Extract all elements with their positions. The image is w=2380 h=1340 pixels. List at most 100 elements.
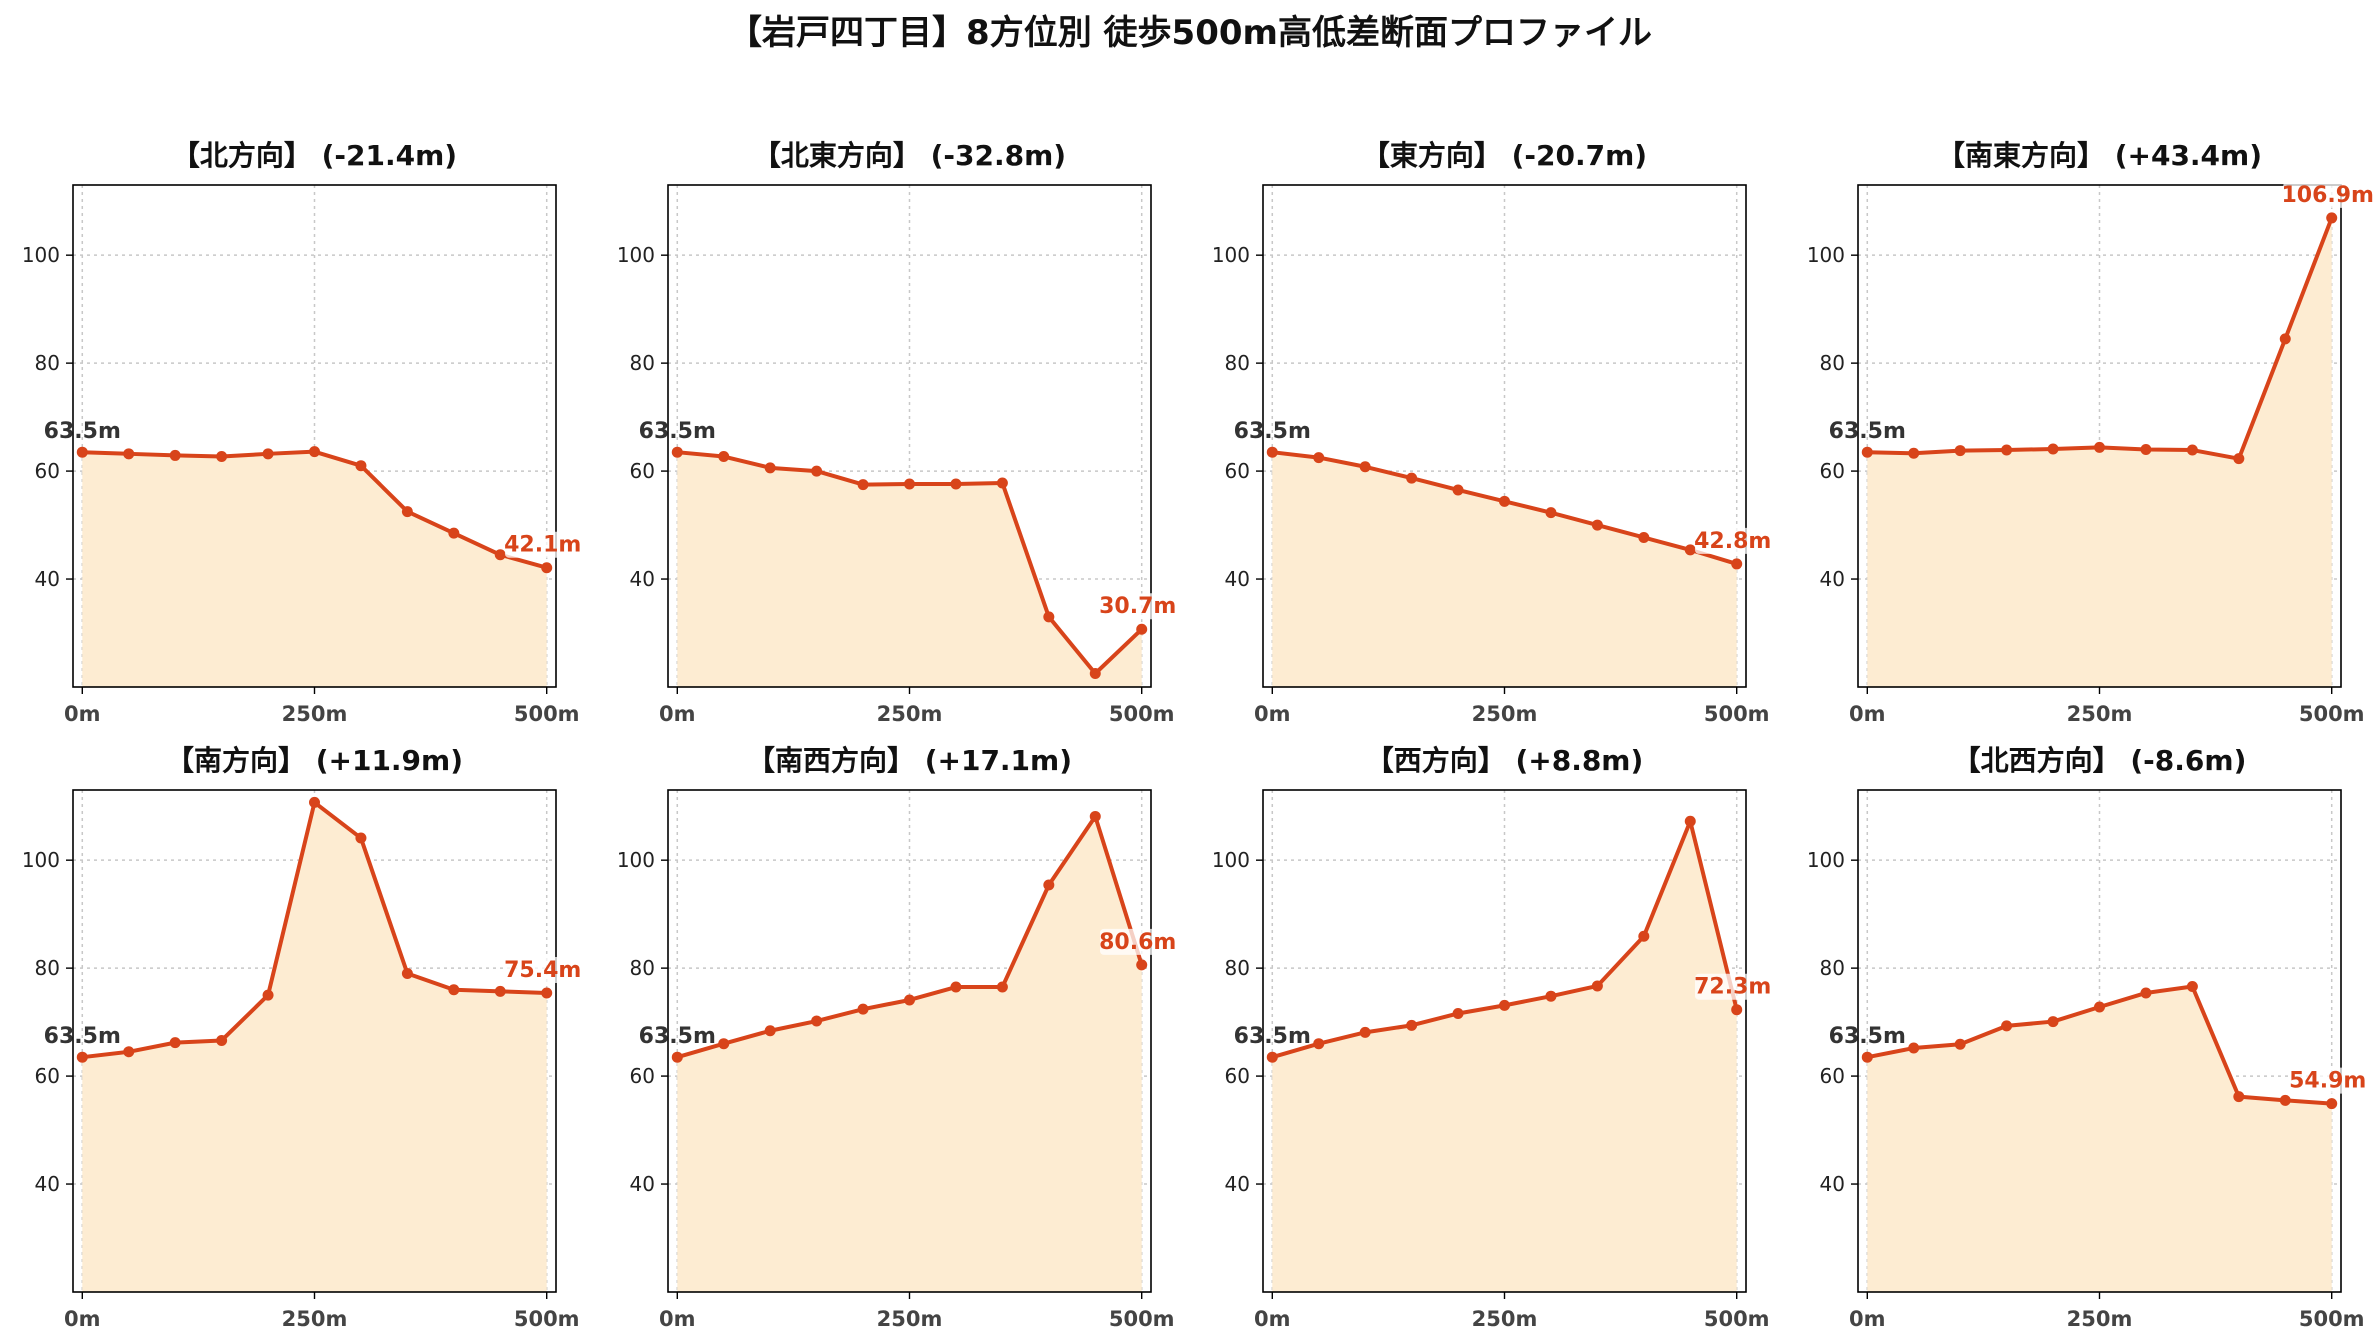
- panel-1-point-8: [448, 527, 460, 539]
- panel-6-ytick-label-1: 60: [630, 1064, 655, 1088]
- panel-6-start-label: 63.5m: [639, 1024, 716, 1049]
- panel-3-point-0: [1266, 446, 1278, 458]
- panel-4-point-7: [2186, 444, 2198, 456]
- panel-6-point-4: [857, 1003, 869, 1015]
- panel-4-xtick-label-1: 250m: [2067, 702, 2133, 726]
- panel-1: 【北方向】 (-21.4m) 40 60 80 100 0m 250m 500m 63.5m 42…: [22, 139, 582, 726]
- panel-2-point-0: [671, 446, 683, 458]
- panel-8-point-8: [2233, 1091, 2245, 1103]
- panel-3-xtick-label-0: 0m: [1254, 702, 1291, 726]
- panel-7-ytick-label-3: 100: [1212, 848, 1250, 872]
- panel-3-title: 【東方向】 (-20.7m): [1362, 139, 1647, 172]
- panel-7-point-3: [1406, 1019, 1418, 1031]
- panel-2-point-7: [996, 477, 1008, 489]
- panel-1-point-5: [309, 446, 320, 458]
- panel-5-point-2: [169, 1037, 181, 1049]
- panel-1-title: 【北方向】 (-21.4m): [172, 139, 457, 172]
- panel-7-ytick-label-2: 80: [1225, 956, 1250, 980]
- panel-4-point-6: [2140, 443, 2152, 455]
- panel-4-end-label-bg: [2283, 181, 2373, 208]
- panel-2-point-1: [718, 451, 730, 463]
- panel-7-end-label: 72.3m: [1694, 975, 1771, 1000]
- panel-7-point-5: [1499, 999, 1510, 1011]
- panel-7-point-8: [1638, 930, 1650, 942]
- panel-5-point-0: [76, 1051, 88, 1063]
- panel-5-xtick-label-2: 500m: [514, 1307, 580, 1331]
- panel-4-xtick-label-0: 0m: [1849, 702, 1886, 726]
- panel-3-point-8: [1638, 531, 1650, 543]
- panel-7-point-2: [1359, 1026, 1371, 1038]
- panel-5-point-6: [355, 832, 367, 844]
- panel-4-point-3: [2001, 444, 2013, 456]
- panel-4-title: 【南東方向】 (+43.4m): [1937, 139, 2262, 172]
- panel-6-point-1: [718, 1038, 730, 1050]
- panel-3-end-label-bg: [1694, 527, 1771, 554]
- panel-5-point-1: [123, 1046, 135, 1058]
- panel-6-point-5: [904, 994, 915, 1006]
- panel-8-point-10: [2326, 1098, 2338, 1110]
- panel-7-ytick-label-1: 60: [1225, 1064, 1250, 1088]
- panel-4-ytick-label-3: 100: [1807, 243, 1845, 267]
- panel-2-title: 【北東方向】 (-32.8m): [753, 139, 1066, 172]
- panel-7-xtick-label-1: 250m: [1472, 1307, 1538, 1331]
- panel-2-ytick-label-0: 40: [630, 567, 655, 591]
- panel-2-xtick-label-2: 500m: [1109, 702, 1175, 726]
- panel-4-point-4: [2047, 443, 2059, 455]
- panel-2-point-9: [1089, 668, 1101, 680]
- panel-6-xtick-label-0: 0m: [659, 1307, 696, 1331]
- panel-4-ytick-label-2: 80: [1820, 351, 1845, 375]
- panel-1-point-3: [216, 451, 228, 463]
- panel-5-point-5: [309, 796, 320, 808]
- panel-1-xtick-label-0: 0m: [64, 702, 101, 726]
- panel-2-point-10: [1136, 623, 1148, 635]
- panel-5-start-label: 63.5m: [44, 1024, 121, 1049]
- panel-3-xtick-label-2: 500m: [1704, 702, 1770, 726]
- panel-8-ytick-label-2: 80: [1820, 956, 1845, 980]
- panel-8-point-0: [1861, 1051, 1873, 1063]
- panel-2-area: [677, 452, 1142, 687]
- panel-7-end-label-bg: [1694, 973, 1771, 1000]
- panel-8-xtick-label-0: 0m: [1849, 1307, 1886, 1331]
- panel-1-area: [82, 451, 547, 687]
- panel-5-xtick-label-0: 0m: [64, 1307, 101, 1331]
- panel-7-xtick-label-0: 0m: [1254, 1307, 1291, 1331]
- panel-6-point-6: [950, 981, 962, 993]
- panel-1-point-1: [123, 448, 135, 460]
- panel-8-ytick-label-0: 40: [1820, 1172, 1845, 1196]
- panel-8-ytick-label-1: 60: [1820, 1064, 1845, 1088]
- panel-6-end-label-bg: [1099, 928, 1176, 955]
- panel-1-xtick-label-2: 500m: [514, 702, 580, 726]
- panel-6-point-2: [764, 1025, 776, 1037]
- panel-5-title: 【南方向】 (+11.9m): [166, 744, 463, 777]
- panel-2-xtick-label-0: 0m: [659, 702, 696, 726]
- panel-7-point-10: [1731, 1004, 1743, 1016]
- panel-5-area: [82, 802, 547, 1292]
- panel-8-start-label: 63.5m: [1829, 1024, 1906, 1049]
- panel-8-end-label: 54.9m: [2289, 1069, 2366, 1094]
- panel-8-xtick-label-2: 500m: [2299, 1307, 2365, 1331]
- panel-4-ytick-label-0: 40: [1820, 567, 1845, 591]
- panel-8-ytick-label-3: 100: [1807, 848, 1845, 872]
- panel-6-title: 【南西方向】 (+17.1m): [747, 744, 1072, 777]
- panel-4-ytick-label-1: 60: [1820, 459, 1845, 483]
- panel-2-point-3: [811, 465, 823, 477]
- panel-1-xtick-label-1: 250m: [282, 702, 348, 726]
- panel-2-point-6: [950, 478, 962, 490]
- panel-3-point-2: [1359, 461, 1371, 473]
- panel-7-ytick-label-0: 40: [1225, 1172, 1250, 1196]
- panel-3-point-6: [1545, 507, 1557, 519]
- panel-3-point-9: [1684, 544, 1696, 556]
- panel-3-ytick-label-1: 60: [1225, 459, 1250, 483]
- panel-7-point-0: [1266, 1051, 1278, 1063]
- panel-1-point-0: [76, 446, 88, 458]
- panel-6-point-0: [671, 1051, 683, 1063]
- panel-2: 【北東方向】 (-32.8m) 40 60 80 100 0m 250m 500m 63.5m 3…: [617, 139, 1177, 726]
- panel-8-point-1: [1908, 1042, 1920, 1054]
- panel-3-xtick-label-1: 250m: [1472, 702, 1538, 726]
- panel-5-ytick-label-1: 60: [35, 1064, 60, 1088]
- panel-8-end-label-bg: [2289, 1067, 2366, 1094]
- panel-4-point-5: [2094, 441, 2105, 453]
- panel-4-point-8: [2233, 453, 2245, 465]
- panel-3-ytick-label-0: 40: [1225, 567, 1250, 591]
- panel-5-xtick-label-1: 250m: [282, 1307, 348, 1331]
